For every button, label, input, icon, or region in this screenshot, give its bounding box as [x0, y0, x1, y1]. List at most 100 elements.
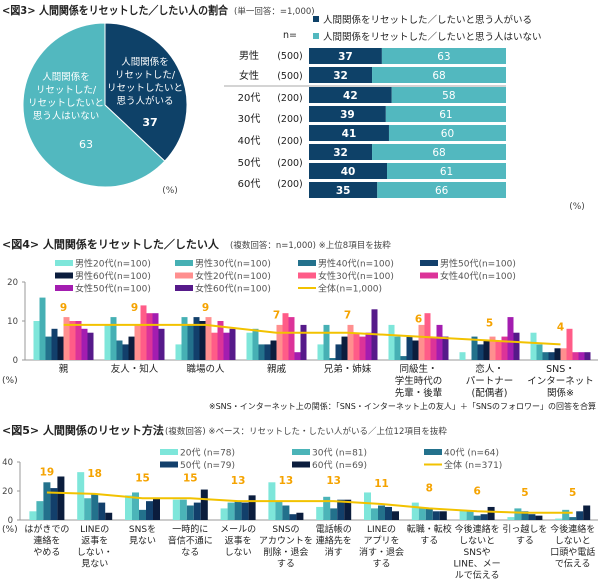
bar: [542, 352, 549, 360]
bar: [205, 317, 212, 360]
legend-swatch: [175, 260, 193, 266]
legend-label: 50代 (n=79): [180, 460, 235, 471]
bar: [288, 317, 295, 360]
category-label: 同級生・: [399, 363, 437, 375]
pie-value-label: 37: [142, 116, 157, 129]
bar: [63, 317, 70, 360]
total-value-label: 6: [415, 314, 422, 326]
bar: [294, 352, 301, 360]
bar: [105, 512, 113, 520]
bar: [337, 499, 345, 520]
row-n-label: (200): [277, 93, 303, 104]
bar: [179, 499, 187, 520]
bar: [418, 324, 425, 360]
total-line: [63, 323, 561, 346]
total-value-label: 9: [202, 302, 209, 314]
legend-label: 人間関係をリセットした／したいと思う人はいない: [323, 32, 542, 43]
category-label: 今後連絡を: [455, 523, 500, 535]
bar-value-label: 37: [338, 51, 353, 63]
bar-value-label: 39: [340, 109, 355, 121]
category-label: メールの: [220, 525, 256, 535]
bar: [69, 321, 76, 360]
bar: [282, 505, 290, 520]
legend-label: 女性60代(n=100): [195, 283, 271, 295]
bar: [501, 336, 508, 360]
legend-label: 男性50代(n=100): [440, 258, 516, 270]
bar: [536, 344, 543, 360]
legend-label: 男性30代(n=100): [195, 258, 271, 270]
y-tick-label: 10: [7, 317, 18, 327]
bar: [330, 508, 338, 520]
bar-value-label: 66: [435, 185, 449, 197]
bar-segment-yes: [309, 106, 386, 122]
bar: [248, 495, 256, 520]
legend-label: 女性50代(n=100): [75, 283, 151, 295]
category-label: SNS・: [546, 364, 575, 375]
total-value-label: 5: [486, 318, 493, 330]
bar: [459, 509, 467, 520]
bar-segment-no: [372, 67, 506, 83]
legend-swatch: [55, 285, 73, 291]
bar: [199, 321, 206, 360]
bar: [116, 340, 123, 360]
bar: [39, 297, 46, 360]
category-label: 返事を: [225, 535, 252, 547]
bar: [134, 324, 141, 360]
legend-label: 30代 (n=81): [312, 448, 367, 459]
bar: [264, 344, 271, 360]
bar: [172, 499, 180, 520]
pie-value-label: 63: [79, 138, 93, 151]
total-value-label: 13: [279, 475, 294, 487]
pie-slice-label: リセットしたいと: [28, 98, 104, 109]
bar: [91, 493, 99, 520]
bar: [296, 512, 304, 520]
bar-segment-yes: [309, 48, 382, 64]
bar: [412, 340, 419, 360]
bar-value-label: 68: [432, 147, 445, 159]
fig3-note: (単一回答：=1,000): [234, 6, 315, 17]
bar: [535, 515, 543, 520]
bar: [57, 476, 65, 520]
category-label: 転職・転校: [407, 523, 452, 535]
total-value-label: 8: [426, 482, 433, 494]
category-label: する: [372, 559, 390, 570]
total-value-label: 7: [273, 310, 280, 322]
bar: [211, 332, 218, 360]
legend-swatch: [175, 272, 193, 279]
bar: [220, 508, 228, 520]
legend-swatch: [55, 272, 73, 279]
category-label: 職場の人: [186, 363, 225, 375]
bar: [110, 317, 117, 360]
bar: [241, 502, 249, 520]
bar-segment-no: [385, 106, 506, 122]
legend-label: 女性40代(n=100): [440, 270, 516, 282]
bar: [385, 506, 392, 520]
total-value-label: 18: [87, 468, 102, 480]
row-label: 女性: [239, 69, 259, 82]
bar-value-label: 58: [442, 90, 455, 102]
bar: [566, 328, 573, 360]
bar: [344, 499, 352, 520]
bar: [406, 336, 413, 360]
bar: [359, 336, 366, 360]
bar: [365, 332, 372, 360]
legend-label: 40代 (n=64): [444, 448, 499, 459]
category-label: 返事を: [81, 535, 108, 547]
category-label: する: [516, 536, 534, 547]
bar: [276, 324, 283, 360]
row-label: 40代: [238, 135, 261, 147]
bar: [29, 511, 37, 520]
bar: [548, 352, 555, 360]
pie-slice: [22, 22, 166, 188]
bar-segment-no: [372, 144, 506, 160]
category-label: LINE、メー: [454, 560, 501, 570]
legend-swatch: [298, 260, 316, 266]
bar: [45, 336, 52, 360]
pie-unit-label: (%): [162, 186, 178, 196]
bar-value-label: 61: [439, 109, 452, 121]
legend-swatch: [424, 449, 442, 455]
bar: [193, 502, 201, 520]
fig5-note: (複数回答) ※ベース：リセットした・したい人がいる／上位12項目を抜粋: [165, 426, 447, 437]
bar: [146, 501, 153, 520]
category-label: (配偶者): [472, 387, 508, 399]
